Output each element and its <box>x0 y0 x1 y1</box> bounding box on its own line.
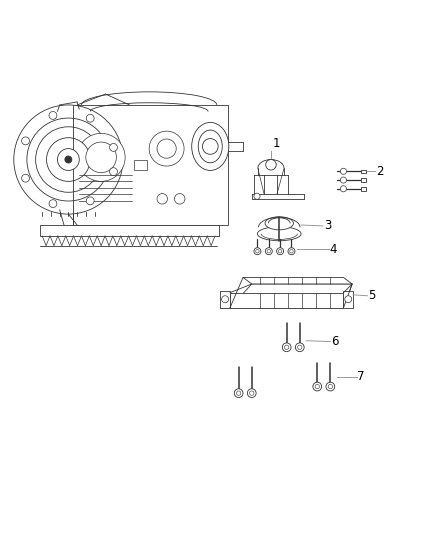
Circle shape <box>297 345 302 350</box>
Circle shape <box>234 389 243 398</box>
Circle shape <box>279 249 282 253</box>
Circle shape <box>86 197 94 205</box>
Circle shape <box>46 138 90 181</box>
Circle shape <box>35 127 101 192</box>
Circle shape <box>86 114 94 122</box>
Circle shape <box>340 177 346 183</box>
Bar <box>343 290 353 308</box>
Text: 2: 2 <box>376 165 384 178</box>
Circle shape <box>157 193 167 204</box>
Circle shape <box>57 149 79 171</box>
Circle shape <box>313 382 321 391</box>
Circle shape <box>295 343 304 352</box>
Text: 7: 7 <box>357 370 365 383</box>
Text: 1: 1 <box>272 137 280 150</box>
Polygon shape <box>230 284 352 308</box>
Circle shape <box>256 249 259 253</box>
Bar <box>134 159 147 171</box>
Text: 5: 5 <box>368 289 376 302</box>
Ellipse shape <box>192 123 229 171</box>
Circle shape <box>288 248 295 255</box>
Circle shape <box>254 248 261 255</box>
Text: 6: 6 <box>331 335 339 348</box>
Circle shape <box>277 248 284 255</box>
Circle shape <box>283 343 291 352</box>
Circle shape <box>65 156 72 163</box>
Bar <box>361 169 366 173</box>
Circle shape <box>21 137 29 145</box>
Text: 4: 4 <box>329 243 337 255</box>
Circle shape <box>174 193 185 204</box>
Circle shape <box>250 391 254 395</box>
Circle shape <box>285 345 289 350</box>
Circle shape <box>110 168 117 175</box>
Polygon shape <box>230 293 343 308</box>
Circle shape <box>49 200 57 207</box>
Polygon shape <box>243 277 352 284</box>
Circle shape <box>328 384 332 389</box>
Circle shape <box>266 159 276 170</box>
Ellipse shape <box>265 217 293 230</box>
Ellipse shape <box>198 130 222 163</box>
Circle shape <box>237 391 241 395</box>
Circle shape <box>265 248 272 255</box>
Circle shape <box>315 384 319 389</box>
Circle shape <box>49 111 57 119</box>
Circle shape <box>77 133 125 181</box>
Circle shape <box>340 168 346 174</box>
Bar <box>73 105 228 225</box>
Circle shape <box>267 249 271 253</box>
Circle shape <box>14 105 123 214</box>
Circle shape <box>254 193 260 199</box>
Circle shape <box>326 382 335 391</box>
Bar <box>220 290 230 308</box>
Bar <box>361 179 366 182</box>
Circle shape <box>340 185 346 192</box>
Circle shape <box>21 174 29 182</box>
Circle shape <box>27 118 110 201</box>
Circle shape <box>290 249 293 253</box>
Circle shape <box>86 142 117 173</box>
Circle shape <box>149 131 184 166</box>
Circle shape <box>157 139 176 158</box>
Circle shape <box>202 139 218 154</box>
Text: 3: 3 <box>324 220 331 232</box>
Circle shape <box>345 296 352 303</box>
Circle shape <box>222 296 229 303</box>
Ellipse shape <box>258 227 301 241</box>
Circle shape <box>110 143 117 151</box>
Circle shape <box>247 389 256 398</box>
Polygon shape <box>40 225 219 236</box>
Bar <box>361 187 366 190</box>
